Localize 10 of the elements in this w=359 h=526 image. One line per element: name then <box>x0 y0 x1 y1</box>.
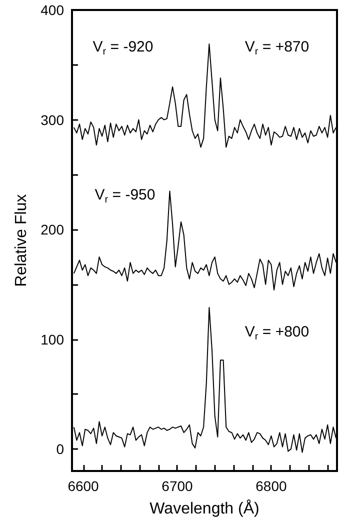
y-tick-label: 0 <box>56 441 64 458</box>
x-tick-label: 6700 <box>162 478 194 494</box>
x-tick-label: 6600 <box>68 478 100 494</box>
y-tick-label: 100 <box>40 331 64 348</box>
x-axis-title: Wavelength (Å) <box>150 500 260 518</box>
y-tick-label: 200 <box>40 222 64 238</box>
y-axis-title: Relative Flux <box>13 194 30 287</box>
y-tick-label: 300 <box>40 112 64 128</box>
y-tick-label: 400 <box>40 2 64 18</box>
x-tick-label: 6800 <box>256 478 287 494</box>
